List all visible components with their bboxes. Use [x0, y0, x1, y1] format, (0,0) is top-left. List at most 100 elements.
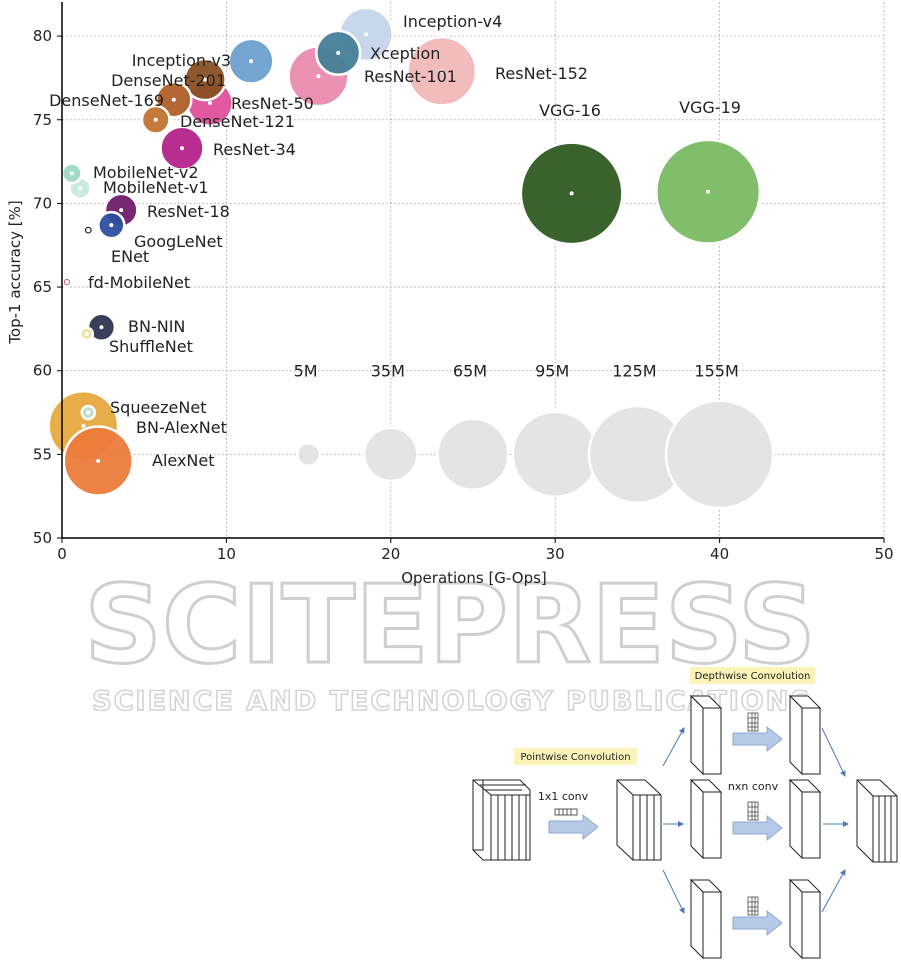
size-legend-bubble — [296, 441, 322, 467]
depthwise-input-slice-side — [690, 878, 704, 960]
bubble-center-dot — [99, 325, 104, 330]
bubble-label: MobileNet-v2 — [93, 163, 199, 182]
axes — [61, 2, 884, 539]
y-tick-label: 80 — [33, 27, 52, 45]
bubble-center-dot — [86, 410, 91, 415]
depthwise-kernel-icon — [747, 801, 759, 821]
bubbles — [47, 6, 762, 497]
x-tick-label: 50 — [874, 545, 893, 563]
depthwise-output-slice-face — [801, 707, 821, 775]
bubble-label: ResNet-101 — [364, 67, 457, 86]
depthwise-banner — [690, 667, 815, 684]
y-axis-title: Top-1 accuracy [%] — [6, 200, 24, 344]
bubble-label: Xception — [370, 44, 440, 63]
depthwise-output-slice-side — [789, 878, 803, 960]
bubble-label: GoogLeNet — [134, 232, 223, 251]
size-legend-label: 5M — [294, 362, 318, 381]
branch-arrows — [662, 727, 685, 914]
bubble-label: Inception-v4 — [403, 12, 502, 31]
y-tick-label: 70 — [33, 194, 52, 212]
y-tick-label: 65 — [33, 278, 52, 296]
pointwise-banner — [514, 748, 637, 765]
bubble-label: DenseNet-169 — [49, 91, 164, 110]
depthwise-input-slice-face — [702, 707, 722, 775]
bubble-center-dot — [119, 208, 124, 213]
bubble-center-dot — [153, 117, 158, 122]
depthwise-title: Depthwise Convolution — [695, 671, 811, 682]
depthwise-input-slice-face — [702, 791, 722, 859]
depthwise-input-slice-side — [690, 694, 704, 776]
tick-labels: 0 10 20 30 40 50 50 55 60 65 70 75 80 — [33, 27, 894, 563]
bubble-center-dot — [364, 32, 369, 37]
depthwise-input-slice-side — [690, 778, 704, 860]
bubble-center-dot — [81, 423, 86, 428]
depthwise-kernel-icon — [747, 712, 759, 732]
x-tick-label: 20 — [381, 545, 400, 563]
bubble-center-dot — [569, 191, 574, 196]
bubble-center-dot — [64, 279, 70, 285]
depthwise-op-label: nxn conv — [728, 780, 779, 793]
depthwise-output-slice-side — [789, 694, 803, 776]
bubble-labels: Inception-v4 Xception ResNet-101 ResNet-152… — [49, 12, 741, 470]
bubble-center-dot — [96, 459, 101, 464]
depthwise-output-slice-side — [789, 778, 803, 860]
size-legend-label: 155M — [694, 362, 738, 381]
bubble-label: VGG-16 — [539, 101, 601, 120]
size-legend-bubble — [436, 417, 510, 492]
bubble-center-dot — [316, 74, 321, 79]
depthwise-arrow — [732, 725, 783, 753]
bubble-label: VGG-19 — [679, 98, 741, 117]
bubble-label: ENet — [111, 247, 149, 266]
size-legend-bubble — [362, 426, 419, 483]
bubble-center-dot — [84, 331, 89, 337]
size-legend-label: 95M — [535, 362, 569, 381]
bubble-label: BN-NIN — [128, 317, 185, 336]
depthwise-input-slice-face — [702, 891, 722, 959]
bubble-label: DenseNet-201 — [111, 71, 226, 90]
x-tick-label: 40 — [710, 545, 729, 563]
bubble-center-dot — [706, 189, 711, 194]
pointwise-output-stack — [616, 779, 662, 861]
size-legend-label: 35M — [371, 362, 405, 381]
bubble-label: Inception-v3 — [132, 51, 231, 70]
bubble-label: ResNet-152 — [495, 64, 588, 83]
bubble-label: ResNet-18 — [147, 202, 230, 221]
y-tick-label: 60 — [33, 362, 52, 380]
size-legend-label: 65M — [453, 362, 487, 381]
bubble-label: SqueezeNet — [110, 398, 206, 417]
y-tick-label: 75 — [33, 111, 52, 129]
x-tick-label: 0 — [57, 545, 67, 563]
bubble-center-dot — [180, 146, 185, 151]
bubble-label: MobileNet-v1 — [103, 178, 209, 197]
bubble-center-dot — [171, 97, 176, 102]
bubble-center-dot — [78, 186, 83, 191]
bubble-center-dot — [203, 77, 208, 82]
pointwise-kernel-icon — [554, 808, 578, 816]
size-legend-bubble — [664, 399, 775, 510]
bubble-center-dot — [69, 171, 74, 176]
bubble-label: fd-MobileNet — [88, 273, 190, 292]
depthwise-arrow — [732, 814, 783, 842]
bubble-label: ShuffleNet — [109, 337, 193, 356]
y-tick-label: 55 — [33, 445, 52, 463]
x-tick-label: 30 — [546, 545, 565, 563]
bubble-center-dot — [249, 59, 254, 64]
depthwise-output-slice-face — [801, 791, 821, 859]
bubble-center-dot — [86, 227, 91, 233]
bubble-label: BN-AlexNet — [136, 418, 227, 437]
depthwise-kernel-icon — [747, 896, 759, 916]
merge-arrows — [821, 727, 849, 913]
pointwise-title: Pointwise Convolution — [520, 752, 630, 763]
x-axis-title: Operations [G-Ops] — [401, 569, 547, 587]
bubble-label: AlexNet — [152, 451, 215, 470]
input-feature-stack — [472, 779, 531, 861]
bubble-center-dot — [109, 223, 114, 228]
depthwise-output-slice-face — [801, 891, 821, 959]
depthwise-rows — [689, 694, 822, 960]
bubble-label: DenseNet-121 — [180, 112, 295, 131]
bubble-center-dot — [439, 69, 444, 74]
y-tick-label: 50 — [33, 529, 52, 547]
size-legend-label: 125M — [612, 362, 656, 381]
